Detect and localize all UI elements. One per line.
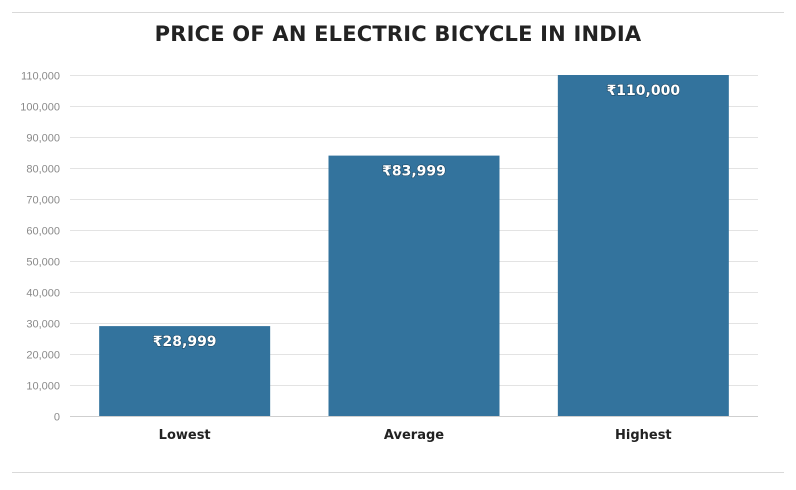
y-tick-label: 0 [54, 412, 60, 424]
y-tick-label: 90,000 [26, 133, 60, 145]
y-tick-label: 80,000 [26, 164, 60, 176]
data-label-average: ₹83,999 [382, 164, 446, 180]
y-tick-label: 20,000 [26, 350, 60, 362]
bar-highest [557, 75, 729, 416]
data-label-highest: ₹110,000 [607, 83, 681, 99]
category-label-highest: Highest [615, 428, 672, 443]
y-tick-label: 100,000 [20, 102, 60, 114]
y-tick-label: 70,000 [26, 195, 60, 207]
bars [99, 75, 729, 417]
x-axis-category-labels: Lowest Average Highest [159, 428, 672, 443]
bar-average [328, 155, 500, 417]
top-divider [12, 12, 784, 13]
bottom-divider [12, 472, 784, 473]
y-tick-label: 50,000 [26, 257, 60, 269]
y-tick-label: 10,000 [26, 381, 60, 393]
data-labels: ₹28,999 ₹83,999 ₹110,000 [152, 82, 681, 350]
bar-lowest [99, 326, 271, 416]
y-tick-label: 30,000 [26, 319, 60, 331]
chart-title: PRICE OF AN ELECTRIC BICYCLE IN INDIA [154, 22, 642, 46]
y-tick-label: 110,000 [21, 71, 60, 83]
y-tick-label: 60,000 [26, 226, 60, 238]
category-label-average: Average [384, 428, 444, 443]
y-axis-tick-labels: 0 10,000 20,000 30,000 40,000 50,000 60,000 70,… [20, 71, 60, 424]
category-label-lowest: Lowest [159, 428, 211, 443]
data-label-lowest: ₹28,999 [153, 334, 217, 350]
y-tick-label: 40,000 [26, 288, 60, 300]
